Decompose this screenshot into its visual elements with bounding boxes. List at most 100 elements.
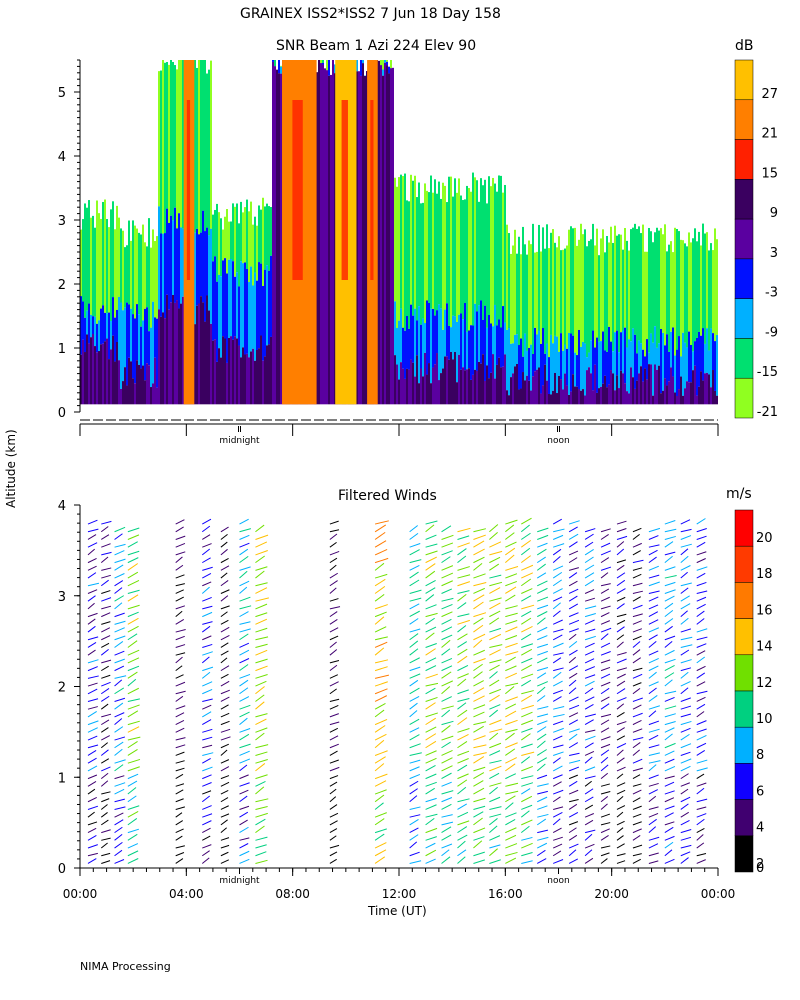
wind-barb [220,626,230,633]
wind-barb [175,589,184,594]
wind-barb [202,752,214,756]
snr-cell [118,217,120,297]
wind-barb [329,635,339,641]
snr-cell [156,236,158,319]
snr-cell [622,373,624,405]
wind-barb [537,611,548,618]
wind-barb [114,658,125,664]
wind-barb [441,618,452,625]
wind-barb [505,580,517,587]
wind-barb [473,671,483,679]
snr-cell [236,203,238,273]
snr-cell [496,191,498,326]
snr-cell [266,345,268,405]
wind-barb [552,548,562,556]
wind-barb [374,856,386,864]
wind-barb [87,788,96,795]
snr-cell [132,220,134,315]
snr-cell [636,228,638,354]
wind-barb [220,759,230,764]
snr-cell [642,381,644,405]
wind-barb [425,696,438,702]
wind-barb [239,774,249,780]
wind-barb [600,749,610,756]
snr-cell [422,202,424,319]
snr-cell [334,73,336,405]
wind-barb [220,789,229,795]
snr-cell [212,214,214,262]
snr-cell [442,182,444,330]
wind-barb [101,597,112,602]
snr-cell [606,387,608,405]
wind-barb [600,796,609,803]
snr-cell [356,60,358,72]
snr-cell [642,349,644,382]
wind-barb [202,534,211,540]
wind-barb [536,672,547,679]
snr-cell [712,250,714,334]
wind-barb [374,674,390,679]
snr-cell [688,382,690,405]
snr-cell [484,179,486,306]
wind-barb [648,658,659,664]
wind-barb [409,814,421,818]
wind-barb [648,774,659,780]
wind-barb [114,526,126,533]
wind-barb [696,852,707,857]
wind-barb [409,610,420,618]
wind-barb [329,688,337,695]
wind-barb [664,742,676,749]
snr-cell [446,303,448,357]
wind-barb [696,618,705,625]
wind-barb [696,603,706,610]
wind-barb [552,634,563,641]
snr-cell [528,347,530,381]
wind-barb [255,587,268,594]
snr-cell [650,231,652,334]
wind-barb [553,836,563,841]
snr-cell [150,387,152,405]
snr-cell [256,280,258,351]
wind-barb [600,772,609,780]
wind-barb [696,759,708,764]
wind-barb [616,658,627,664]
wind-barb [374,557,389,564]
wind-barb [505,519,518,525]
wind-barb [648,681,659,687]
wind-barb [632,719,642,726]
snr-cell [252,348,254,405]
snr-cell [274,60,276,67]
wind-barb [680,680,691,687]
wind-barb [409,702,418,710]
wind-barb [255,618,268,625]
snr-cell [144,308,146,381]
wind-barb [127,843,139,849]
wind-barb [457,764,468,772]
wind-barb [521,704,534,710]
snr-cell [642,224,644,350]
snr-cell [704,233,706,344]
wind-barb [87,595,96,602]
snr-cell [646,251,648,340]
snr-cell [492,354,494,405]
snr-cell [548,248,550,358]
snr-cell [658,343,660,366]
wind-barb [255,851,267,857]
wind-barb [600,605,611,610]
snr-cell [364,75,366,405]
snr-cell [108,227,110,313]
wind-barb [220,766,230,772]
snr-cell [130,240,132,309]
wind-colorbar-swatch [734,799,754,837]
wind-barb [114,558,126,564]
snr-cell [602,331,604,384]
snr-cell [276,69,278,405]
wind-barb [696,656,706,664]
snr-cell [458,354,460,405]
snr-cell [508,233,510,329]
snr-cell [124,247,126,308]
wind-barb [584,843,595,849]
wind-barb [87,706,98,710]
snr-cell [506,224,508,330]
snr-cell [486,365,488,405]
